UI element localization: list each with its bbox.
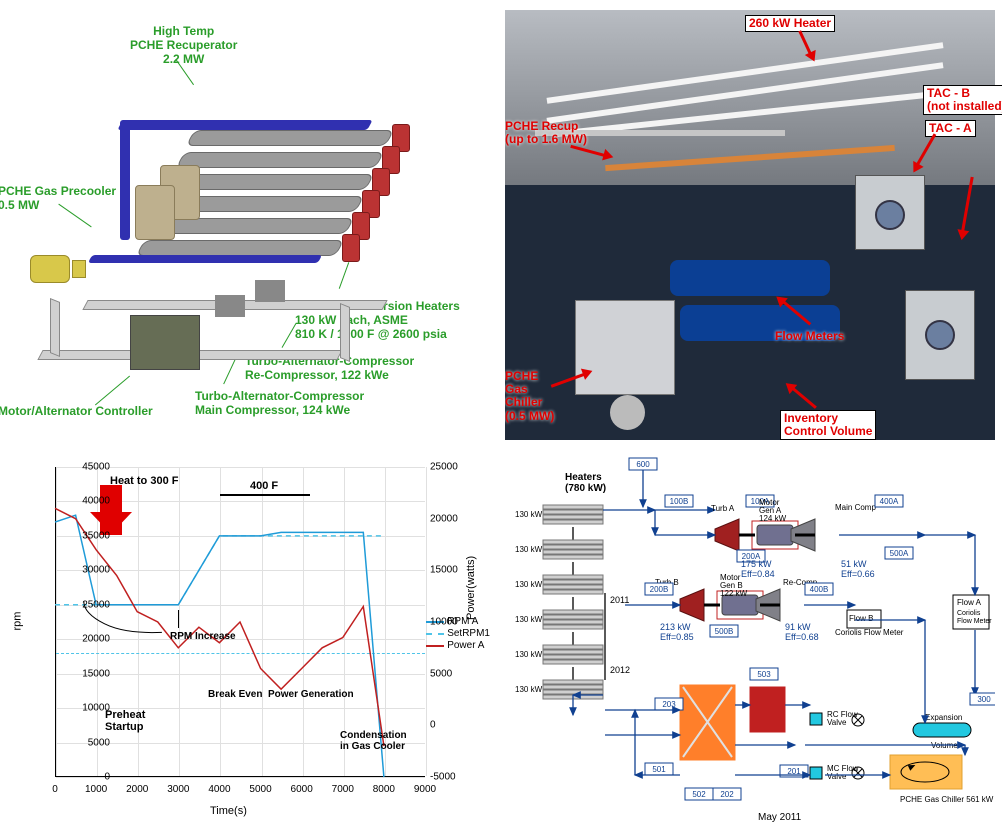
svg-text:130 kW: 130 kW bbox=[515, 545, 543, 554]
cycle-schematic: 130 kW 130 kW 130 kW 130 kW 130 kW 130 kW 2011… bbox=[505, 455, 995, 820]
svg-text:500A: 500A bbox=[890, 549, 909, 558]
sch-title: May 2011 bbox=[758, 813, 801, 824]
label-tacb: TAC - B (not installed) bbox=[927, 86, 1002, 113]
sch-heaters-label: Heaters (780 kW) bbox=[565, 473, 606, 494]
schematic-svg: 130 kW 130 kW 130 kW 130 kW 130 kW 130 kW 2011… bbox=[505, 455, 995, 820]
label-flow: Flow Meters bbox=[775, 330, 844, 343]
svg-text:Flow A: Flow A bbox=[957, 598, 982, 607]
svg-text:Coriolis: Coriolis bbox=[957, 610, 981, 617]
svg-text:Eff=0.85: Eff=0.85 bbox=[660, 632, 694, 642]
legend-setrpm: SetRPM1 bbox=[447, 628, 490, 639]
big-red-arrow bbox=[100, 485, 122, 535]
svg-text:300: 300 bbox=[977, 695, 991, 704]
svg-text:Eff=0.68: Eff=0.68 bbox=[785, 632, 819, 642]
svg-text:PCHE Gas Chiller 561 kW: PCHE Gas Chiller 561 kW bbox=[900, 795, 994, 804]
svg-text:Turb A: Turb A bbox=[711, 504, 735, 513]
test-loop-photo: 260 kW Heater PCHE Recup (up to 1.6 MW) … bbox=[505, 10, 995, 440]
svg-text:Coriolis Flow Meter: Coriolis Flow Meter bbox=[835, 628, 904, 637]
svg-text:2012: 2012 bbox=[610, 665, 630, 675]
ann-heat300: Heat to 300 F bbox=[110, 475, 178, 487]
svg-text:130 kW: 130 kW bbox=[515, 650, 543, 659]
ann-rpminc: RPM Increase bbox=[170, 631, 236, 642]
svg-text:Valve: Valve bbox=[827, 772, 847, 781]
startup-chart: rpm Power(watts) Time(s) Heat to 300 F 4… bbox=[0, 455, 490, 820]
ann-breakeven: Break Even bbox=[208, 689, 262, 700]
svg-text:502: 502 bbox=[692, 790, 706, 799]
svg-text:Eff=0.66: Eff=0.66 bbox=[841, 569, 875, 579]
svg-text:130 kW: 130 kW bbox=[515, 580, 543, 589]
svg-text:600: 600 bbox=[636, 460, 650, 469]
bar-400f bbox=[220, 494, 310, 496]
svg-text:124 kW: 124 kW bbox=[759, 514, 787, 523]
label-chiller: PCHE Gas Chiller (0.5 MW) bbox=[505, 370, 554, 423]
ann-condens: Condensation in Gas Cooler bbox=[340, 730, 407, 752]
cad-assembly bbox=[40, 120, 460, 400]
svg-text:501: 501 bbox=[652, 765, 666, 774]
svg-text:175 kW: 175 kW bbox=[741, 559, 772, 569]
svg-text:202: 202 bbox=[720, 790, 734, 799]
svg-text:130 kW: 130 kW bbox=[515, 510, 543, 519]
label-recup: PCHE Recup (up to 1.6 MW) bbox=[505, 120, 587, 146]
svg-text:Expansion: Expansion bbox=[925, 713, 962, 722]
svg-text:100B: 100B bbox=[670, 497, 689, 506]
ann-preheat: Preheat Startup bbox=[105, 709, 145, 733]
legend-powera: Power A bbox=[447, 640, 484, 651]
svg-text:91 kW: 91 kW bbox=[785, 622, 811, 632]
svg-text:51 kW: 51 kW bbox=[841, 559, 867, 569]
svg-text:122 kW: 122 kW bbox=[720, 589, 748, 598]
svg-text:130 kW: 130 kW bbox=[515, 685, 543, 694]
svg-text:130 kW: 130 kW bbox=[515, 615, 543, 624]
xlabel: Time(s) bbox=[210, 805, 247, 817]
ylabel: rpm bbox=[11, 612, 23, 631]
label-heater: 260 kW Heater bbox=[745, 15, 835, 32]
callout-controller: Motor/Alternator Controller bbox=[0, 405, 153, 419]
svg-text:Valve: Valve bbox=[827, 718, 847, 727]
cad-iso-view: High Temp PCHE Recuperator 2.2 MW PCHE G… bbox=[0, 10, 490, 440]
label-inventory: Inventory Control Volume bbox=[780, 410, 876, 440]
svg-text:500B: 500B bbox=[715, 627, 734, 636]
svg-text:200B: 200B bbox=[650, 585, 669, 594]
svg-text:Flow B: Flow B bbox=[849, 614, 873, 623]
svg-text:400A: 400A bbox=[880, 497, 899, 506]
svg-text:Eff=0.84: Eff=0.84 bbox=[741, 569, 775, 579]
svg-text:203: 203 bbox=[662, 700, 676, 709]
ann-heat400: 400 F bbox=[250, 480, 278, 492]
svg-text:Flow Meter: Flow Meter bbox=[957, 618, 992, 625]
svg-text:213 kW: 213 kW bbox=[660, 622, 691, 632]
y2label: Power(watts) bbox=[465, 556, 477, 620]
svg-text:2011: 2011 bbox=[610, 595, 629, 605]
svg-text:400B: 400B bbox=[810, 585, 829, 594]
arrow-rpminc bbox=[178, 610, 179, 628]
ann-powergen: Power Generation bbox=[268, 689, 354, 700]
callout-recuperator: High Temp PCHE Recuperator 2.2 MW bbox=[130, 25, 237, 66]
svg-text:503: 503 bbox=[757, 670, 771, 679]
svg-text:Main Comp: Main Comp bbox=[835, 503, 876, 512]
